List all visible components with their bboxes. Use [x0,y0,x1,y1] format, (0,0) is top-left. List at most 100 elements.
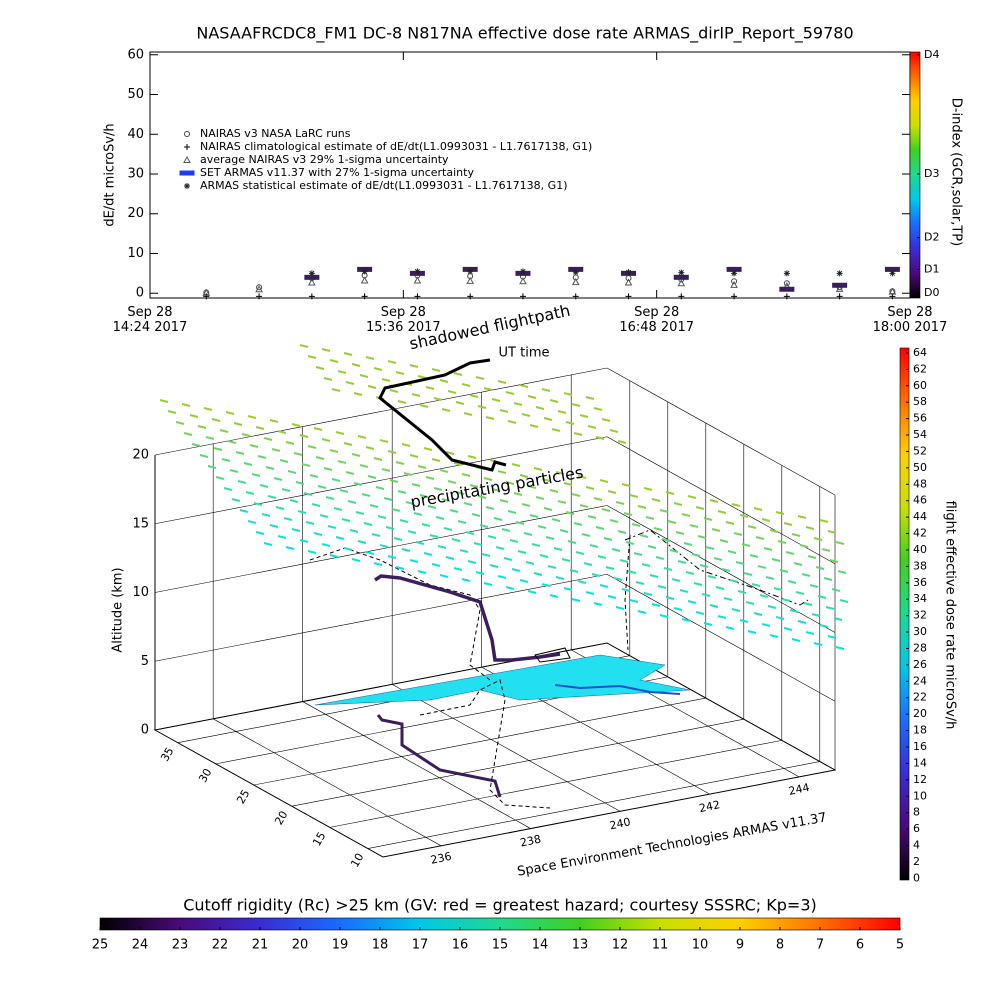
particle-dash [711,528,721,532]
particle-dash [775,511,785,515]
particle-dash [719,539,729,543]
colorbars: 0246810121416182022242628303234363840424… [92,48,940,953]
particle-dash [449,509,459,513]
particle-dash [741,543,751,547]
marker [783,280,790,287]
particle-dash [387,450,397,454]
particle-dash [351,453,361,457]
grid-line [606,505,836,633]
marker [519,268,526,275]
particle-dash [765,576,775,580]
particle-dash [535,406,545,410]
particle-dash [605,566,615,570]
particle-dash [427,505,437,509]
particle-dash [459,549,469,553]
particle-dash [167,410,177,414]
particle-dash [675,531,685,535]
particle-dash [549,594,559,598]
marker [678,293,685,300]
particle-dash [401,443,411,447]
particle-dash [395,371,405,375]
marker [731,293,738,300]
colorbar-tick-label: 6 [913,822,920,835]
colorbar [909,51,921,299]
particle-dash [373,562,383,566]
particle-dash [417,465,427,469]
particle-dash [467,560,477,564]
colorbar-tick-label: 6 [856,938,864,953]
particle-dash [249,444,259,448]
particle-dash [547,565,557,569]
particle-dash [439,379,449,383]
particle-dash [361,493,371,497]
colorbar-tick-label: 14 [913,756,927,769]
particle-dash [471,513,481,517]
particle-dash [343,442,353,446]
marker [783,270,790,277]
legend-marker [184,183,190,189]
particle-dash [541,388,551,392]
x-tick-label: 242 [698,798,721,815]
particle-dash [635,581,645,585]
particle-dash [701,593,711,597]
particle-dash [315,456,325,460]
particle-dash [515,521,525,525]
particle-dash [337,460,347,464]
z-tick-label: 15 [132,516,149,531]
particle-dash [831,588,841,592]
particle-dash [669,549,679,553]
particle-dash [331,478,341,482]
colorbar-tick-label: D1 [924,262,939,275]
particle-dash [761,518,771,522]
colorbar-tick-label: 19 [332,938,349,953]
particle-dash [399,519,409,523]
particle-dash [717,615,727,619]
particle-dash [507,510,517,514]
particle-dash [573,522,583,526]
particle-dash [461,473,471,477]
particle-dash [365,446,375,450]
marker [360,276,369,284]
particle-dash [349,529,359,533]
particle-dash [523,532,533,536]
marker [673,274,689,280]
marker [414,293,421,300]
particle-dash [599,479,609,483]
particle-dash [357,435,367,439]
colorbar-label: Cutoff rigidity (Rc) >25 km (GV: red = g… [183,896,817,915]
marker [730,280,738,288]
particle-dash [679,589,689,593]
particle-dash [577,580,587,584]
grid-line [367,761,820,849]
colorbar-tick-label: 40 [913,543,927,556]
marker [731,278,738,285]
particle-dash [229,469,239,473]
particle-dash [695,611,705,615]
particle-dash [545,536,555,540]
marker [308,293,315,300]
particle-dash [205,436,215,440]
particle-dash [599,584,609,588]
chart-title: NASAAFRCDC8_FM1 DC-8 N817NA effective do… [196,24,853,44]
particle-dash [835,646,845,650]
marker [467,268,474,275]
particle-dash [509,539,519,543]
particle-dash [639,534,649,538]
legend-label: NAIRAS climatological estimate of dE/dt(… [200,140,592,153]
particle-dash [369,504,379,508]
marker [624,278,633,286]
x-tick-label: 238 [519,833,542,850]
particle-dash [317,485,327,489]
particle-dash [299,344,309,348]
particle-dash [801,573,811,577]
particle-dash [473,542,483,546]
particle-dash [595,526,605,530]
particle-dash [641,563,651,567]
marker [835,284,844,292]
colorbar-tick-label: 56 [913,412,927,425]
particle-dash [341,518,351,522]
particle-dash [479,524,489,528]
particle-dash [337,370,347,374]
particle-dash [191,443,201,447]
particle-dash [393,537,403,541]
